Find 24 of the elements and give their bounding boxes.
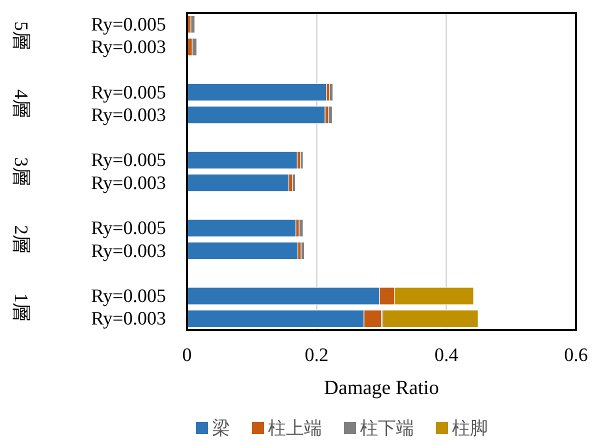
legend-label: 梁 [212,418,230,439]
x-tick-label: 0.2 [304,345,329,366]
legend-label: 柱下端 [360,418,414,439]
y-tick-label: Ry=0.005 [91,14,166,36]
y-tick-label: Ry=0.005 [91,286,166,308]
text: 5層 [10,21,31,50]
y-tick-label: Ry=0.005 [91,150,166,172]
x-axis-title: Damage Ratio [324,377,439,399]
x-tick-label: 0.6 [564,345,588,366]
y-tick-label: Ry=0.005 [91,82,166,104]
x-tick-label: 0 [182,345,192,366]
y-tick-label: Ry=0.003 [91,36,166,58]
x-tick-label: 0.4 [434,345,459,366]
y-tick-label: Ry=0.003 [91,240,166,262]
y-tick-label: Ry=0.005 [91,218,166,240]
text: 3層 [10,157,31,186]
legend-label: 柱脚 [452,418,488,439]
y-tick-label: Ry=0.003 [91,104,166,126]
y-tick-label: Ry=0.003 [91,308,166,330]
text: 2層 [10,225,31,254]
y-tick-label: Ry=0.003 [91,172,166,194]
legend-label: 柱上端 [268,418,322,439]
text: 4層 [10,89,31,118]
text: 1層 [10,293,31,322]
